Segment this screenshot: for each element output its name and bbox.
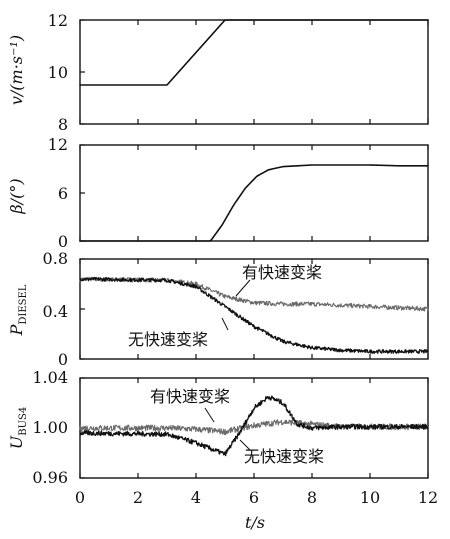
y-tick-p3-0.8: 0.8 bbox=[43, 249, 68, 268]
y-tick-p1-12: 12 bbox=[48, 11, 68, 30]
y-tick-p2-6: 6 bbox=[58, 184, 68, 203]
y-tick-p4-1.00: 1.00 bbox=[32, 418, 68, 437]
annotation-leader-p3-without bbox=[222, 318, 228, 330]
plot-frame-speed bbox=[80, 20, 428, 124]
y-axis-label-speed: v/(m·s⁻¹) bbox=[7, 35, 26, 105]
x-tick-6: 6 bbox=[249, 488, 259, 507]
x-tick-12: 12 bbox=[418, 488, 438, 507]
y-tick-p3-0.4: 0.4 bbox=[43, 302, 68, 321]
annotation-leader-p4-with bbox=[205, 408, 214, 422]
x-tick-2: 2 bbox=[133, 488, 143, 507]
x-tick-0: 0 bbox=[75, 488, 85, 507]
y-axis-label-bus-voltage: UBUS4 bbox=[7, 407, 29, 449]
series-line-diesel-power-0 bbox=[80, 277, 428, 311]
y-axis-label-diesel-power: PDIESEL bbox=[7, 284, 29, 336]
y-tick-p3-0: 0 bbox=[58, 350, 68, 369]
y-tick-p4-0.96: 0.96 bbox=[32, 468, 68, 487]
series-line-speed-0 bbox=[80, 20, 428, 85]
y-tick-labels-panel3: 0 0.4 0.8 bbox=[43, 249, 68, 369]
y-tick-labels-panel4: 0.96 1.00 1.04 bbox=[32, 368, 68, 487]
series-line-pitch-0 bbox=[80, 165, 428, 241]
y-tick-p2-12: 12 bbox=[48, 135, 68, 154]
x-tick-4: 4 bbox=[191, 488, 201, 507]
panels bbox=[80, 20, 428, 478]
x-tick-10: 10 bbox=[360, 488, 380, 507]
y-tick-labels-panel1: 8 10 12 bbox=[48, 11, 68, 134]
y-tick-p1-10: 10 bbox=[48, 63, 68, 82]
x-tick-labels: 0 2 4 6 8 10 12 bbox=[75, 488, 438, 507]
y-tick-p1-8: 8 bbox=[58, 115, 68, 134]
panel-pitch bbox=[80, 145, 428, 241]
annotation-p4-with-fast-pitch: 有快速变桨 bbox=[150, 387, 230, 406]
x-axis-label: t/s bbox=[245, 513, 265, 532]
annotation-p3-without-fast-pitch: 无快速变桨 bbox=[128, 330, 208, 349]
y-tick-p4-1.04: 1.04 bbox=[32, 368, 68, 387]
annotation-p3-with-fast-pitch: 有快速变桨 bbox=[242, 263, 322, 282]
annotation-p4-without-fast-pitch: 无快速变桨 bbox=[244, 447, 324, 466]
y-tick-labels-panel2: 0 6 12 bbox=[48, 135, 68, 251]
plot-frame-pitch bbox=[80, 145, 428, 241]
annotation-leader-p3-with bbox=[236, 280, 250, 296]
y-axis-label-pitch: β/(°) bbox=[7, 178, 26, 214]
panel-speed bbox=[80, 20, 428, 124]
x-tick-8: 8 bbox=[307, 488, 317, 507]
